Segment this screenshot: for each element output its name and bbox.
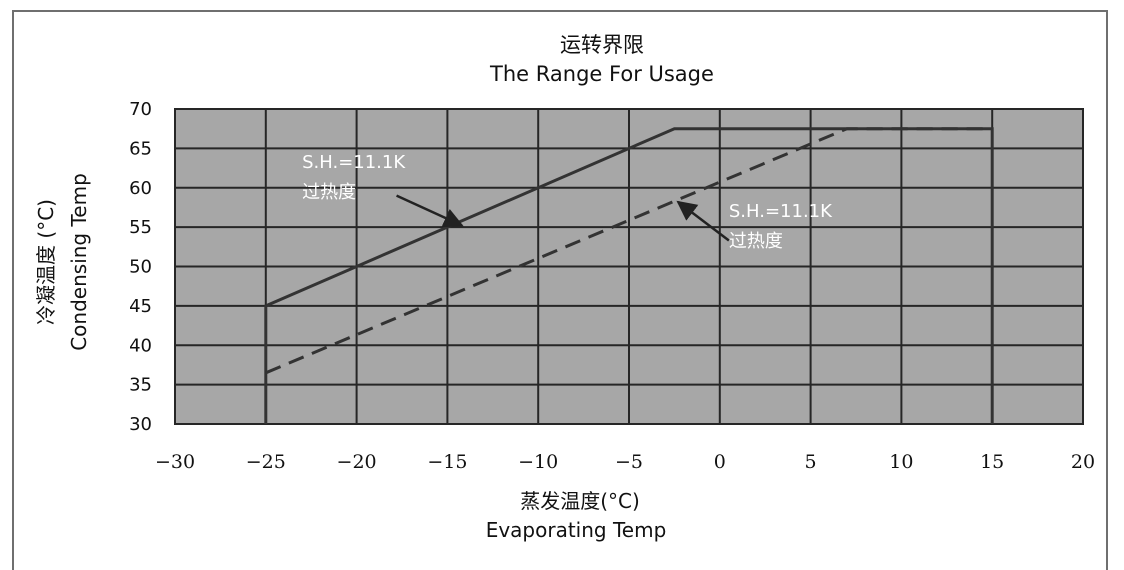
- y-tick-label: 55: [129, 217, 152, 238]
- x-tick-label: −15: [427, 451, 467, 473]
- chart-subtitle: The Range For Usage: [489, 62, 714, 86]
- y-axis-label-cn: 冷凝温度 (°C): [34, 199, 58, 325]
- series-line-1: [264, 127, 994, 424]
- x-axis-label-cn: 蒸发温度(°C): [520, 489, 640, 513]
- x-tick-labels: −30 −25 −20 −15 −10 −5 0 5 10 15 20: [155, 451, 1095, 473]
- y-tick-label: 40: [129, 335, 152, 356]
- annotation-subtext: 过热度: [729, 231, 783, 252]
- x-tick-label: 10: [889, 451, 913, 473]
- annotation-arrow: [396, 194, 464, 228]
- chart-title: 运转界限: [560, 33, 644, 57]
- y-tick-label: 70: [129, 99, 152, 120]
- y-tick-label: 45: [129, 296, 152, 317]
- grid-lines: [174, 108, 1084, 425]
- y-axis-label: Condensing Temp: [67, 173, 91, 351]
- x-tick-label: 15: [980, 451, 1004, 473]
- series-layer: [264, 127, 994, 424]
- x-tick-label: −25: [246, 451, 286, 473]
- x-axis-label: Evaporating Temp: [486, 518, 667, 542]
- x-tick-label: −30: [155, 451, 195, 473]
- x-tick-label: 0: [714, 451, 726, 473]
- y-tick-label: 30: [129, 414, 152, 435]
- y-tick-label: 60: [129, 178, 152, 199]
- x-tick-label: 20: [1071, 451, 1095, 473]
- annotation-arrow: [676, 200, 730, 242]
- annotation-text: S.H.=11.1K: [302, 152, 406, 173]
- x-tick-label: −5: [615, 451, 643, 473]
- chart-frame: [12, 10, 1108, 570]
- y-tick-label: 50: [129, 257, 152, 278]
- x-tick-label: 5: [805, 451, 817, 473]
- x-tick-label: −20: [337, 451, 377, 473]
- chart-canvas: 运转界限 The Range For Usage S.H.=11.1K过热度S.…: [34, 33, 1095, 542]
- annotation-text: S.H.=11.1K: [729, 201, 833, 222]
- x-tick-label: −10: [518, 451, 558, 473]
- annotations-layer: S.H.=11.1K 过热度 S.H.=11.1K 过热度: [302, 152, 833, 252]
- y-tick-labels: 30 35 40 45 50 55 60 65 70: [129, 99, 152, 435]
- annotation-subtext: 过热度: [302, 182, 356, 203]
- y-tick-label: 35: [129, 375, 152, 396]
- y-tick-label: 65: [129, 138, 152, 159]
- series-line-2: [265, 127, 993, 375]
